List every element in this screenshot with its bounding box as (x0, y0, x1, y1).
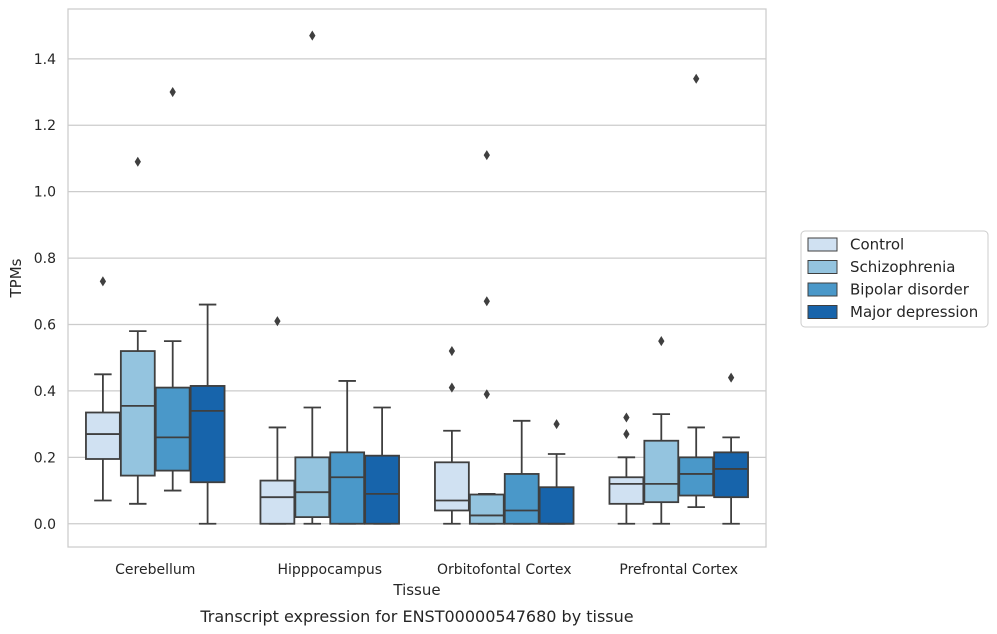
box-group (538, 419, 575, 525)
box-body (643, 439, 680, 504)
outlier-point (448, 346, 456, 357)
y-tick-labels: 0.0 0.2 0.4 0.6 0.8 1.0 1.2 1.4 (34, 52, 56, 533)
box-body (85, 411, 121, 460)
box-body (154, 386, 191, 472)
outlier-point (448, 382, 456, 393)
box-body (329, 451, 366, 525)
legend-label: Bipolar disorder (850, 281, 970, 299)
box-body (608, 476, 645, 505)
box-group (364, 406, 400, 525)
outlier-point (309, 30, 316, 41)
box-body (294, 456, 331, 519)
legend-swatch (807, 237, 838, 252)
legend-swatch (807, 282, 838, 297)
legend-label: Schizophrenia (850, 258, 955, 276)
y-tick-label: 0.6 (34, 317, 56, 333)
box-group (189, 303, 226, 525)
outlier-point (623, 429, 630, 440)
outlier-point (483, 389, 490, 400)
y-tick-label: 0.2 (34, 450, 56, 466)
box-group (434, 346, 470, 525)
box-group (678, 73, 715, 509)
x-tick-label: Hipppocampus (277, 562, 382, 578)
box-body (678, 456, 715, 497)
legend: Control Schizophrenia Bipolar disorder Majo… (800, 230, 989, 328)
box-group (329, 380, 366, 525)
y-tick-label: 0.0 (34, 517, 56, 533)
outlier-point (483, 296, 490, 307)
box-groups (85, 30, 749, 525)
outlier-point (274, 316, 281, 327)
outlier-point (727, 372, 735, 383)
y-tick-label: 0.4 (34, 384, 56, 400)
x-tick-label: Cerebellum (115, 562, 195, 578)
box-group (468, 150, 505, 525)
y-axis-title: TPMs (7, 258, 25, 298)
box-body (259, 479, 296, 525)
outlier-point (658, 336, 665, 347)
box-body (189, 385, 226, 484)
box-group (154, 86, 191, 492)
legend-swatch (807, 260, 838, 274)
x-tick-labels: Cerebellum Hipppocampus Orbitofontal Corte… (115, 562, 738, 578)
y-tick-label: 1.0 (34, 185, 56, 201)
outlier-point (169, 86, 176, 98)
box-body (503, 473, 540, 525)
x-tick-label: Orbitofontal Cortex (437, 562, 572, 578)
box-body (468, 493, 505, 525)
box-group (119, 156, 156, 505)
outlier-point (693, 73, 700, 84)
box-body (713, 451, 749, 499)
outlier-point (623, 412, 630, 423)
box-group (503, 419, 540, 525)
outlier-point (134, 156, 141, 167)
figure-caption: Transcript expression for ENST0000054768… (199, 607, 633, 626)
box-group (259, 316, 296, 525)
legend-label: Major depression (850, 303, 978, 321)
box-group (713, 372, 749, 525)
y-tick-label: 1.2 (34, 118, 56, 134)
plot-area-frame (67, 8, 767, 548)
box-body (364, 454, 400, 525)
x-tick-label: Prefrontal Cortex (619, 562, 738, 578)
outlier-point (553, 419, 560, 430)
box-group (85, 276, 121, 502)
legend-swatch (807, 305, 838, 319)
y-tick-label: 0.8 (34, 251, 56, 267)
box-body (538, 486, 575, 525)
legend-frame (800, 230, 989, 328)
box-body (119, 350, 156, 477)
legend-label: Control (850, 236, 904, 254)
y-tick-label: 1.4 (34, 52, 56, 68)
box-group (608, 412, 645, 525)
outlier-point (99, 276, 107, 287)
box-group (294, 30, 331, 525)
x-axis-title: Tissue (392, 581, 440, 599)
outlier-point (483, 150, 490, 161)
box-group (643, 336, 680, 525)
box-body (434, 461, 470, 512)
